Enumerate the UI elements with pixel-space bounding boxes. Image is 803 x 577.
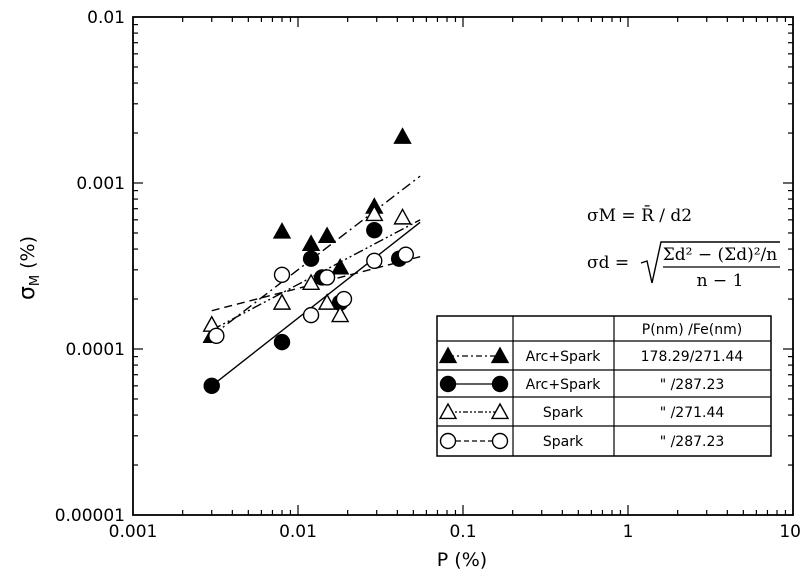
data-points — [202, 127, 414, 395]
legend-series-name: Spark — [543, 434, 584, 450]
data-point-series-2 — [366, 221, 383, 239]
formula-sigma-m: σM = R̄ / d2 — [587, 204, 692, 226]
data-point-series-1 — [330, 257, 350, 275]
legend-series-name: Arc+Spark — [526, 349, 602, 365]
sqrt-sign — [640, 241, 780, 284]
y-axis-label-unit: (%) — [17, 236, 39, 269]
formula-sigma-d-denominator: n − 1 — [697, 271, 744, 291]
legend: P(nm) /Fe(nm) Arc+Spark 178.29/271.44 Arc+… — [436, 315, 772, 457]
x-tick-label: 0.1 — [449, 522, 476, 542]
y-tick-labels: 0.00001 0.0001 0.001 0.01 — [55, 8, 125, 526]
legend-header: P(nm) /Fe(nm) — [642, 322, 742, 338]
legend-marker — [438, 346, 458, 364]
data-point-series-4 — [366, 252, 383, 269]
legend-series-name: Arc+Spark — [526, 377, 602, 393]
x-tick-labels: 0.001 0.01 0.1 1 10 — [109, 522, 801, 542]
fit-line-2 — [211, 221, 421, 387]
data-point-series-4 — [208, 327, 225, 345]
data-point-series-4 — [397, 246, 414, 263]
data-point-series-4 — [335, 290, 353, 308]
legend-marker — [490, 402, 510, 420]
y-tick-label: 0.0001 — [66, 340, 125, 360]
legend-marker — [439, 432, 457, 450]
x-tick-label: 10 — [779, 522, 801, 542]
data-point-series-4 — [273, 266, 291, 283]
data-point-series-1 — [317, 226, 337, 244]
y-axis-label: σM (%) — [15, 236, 43, 300]
axis-ticks — [133, 17, 793, 515]
x-tick-label: 0.001 — [109, 522, 158, 542]
data-point-series-3 — [301, 273, 321, 291]
legend-series-name: Spark — [543, 405, 584, 421]
legend-marker — [490, 346, 510, 364]
data-point-series-3 — [272, 293, 292, 310]
data-point-series-1 — [301, 234, 321, 251]
legend-wavelengths: " /271.44 — [660, 405, 725, 421]
legend-marker — [491, 432, 509, 450]
data-point-series-1 — [393, 127, 412, 144]
fit-line-1 — [211, 175, 421, 337]
formula-sigma-d-numerator: Σd² − (Σd)²/n — [663, 245, 777, 265]
svg-text:σM(%): σM (%) — [15, 236, 43, 300]
data-point-series-2 — [302, 250, 320, 267]
y-axis-label-main: σ — [15, 286, 40, 300]
data-point-series-2 — [203, 377, 220, 395]
x-axis-label: P (%) — [437, 549, 487, 571]
legend-wavelengths: 178.29/271.44 — [641, 349, 744, 365]
legend-marker — [439, 375, 457, 393]
y-axis-label-sub: M — [28, 275, 43, 286]
formula-sigma-d-lhs: σd = — [587, 253, 629, 273]
legend-marker — [491, 375, 509, 393]
y-tick-label: 0.01 — [87, 8, 125, 28]
legend-wavelengths: " /287.23 — [660, 377, 725, 393]
data-point-series-2 — [273, 333, 291, 351]
data-point-series-4 — [318, 269, 336, 286]
y-tick-label: 0.001 — [76, 174, 125, 194]
data-point-series-3 — [330, 305, 350, 323]
data-point-series-3 — [317, 293, 337, 310]
x-tick-label: 0.01 — [279, 522, 317, 542]
legend-wavelengths: " /287.23 — [660, 434, 725, 450]
data-point-series-3 — [365, 204, 384, 222]
legend-marker — [438, 402, 458, 420]
data-point-series-1 — [272, 222, 292, 239]
data-point-series-4 — [302, 306, 320, 324]
x-tick-label: 1 — [623, 522, 634, 542]
y-tick-label: 0.00001 — [55, 506, 125, 526]
data-point-series-3 — [393, 208, 412, 225]
